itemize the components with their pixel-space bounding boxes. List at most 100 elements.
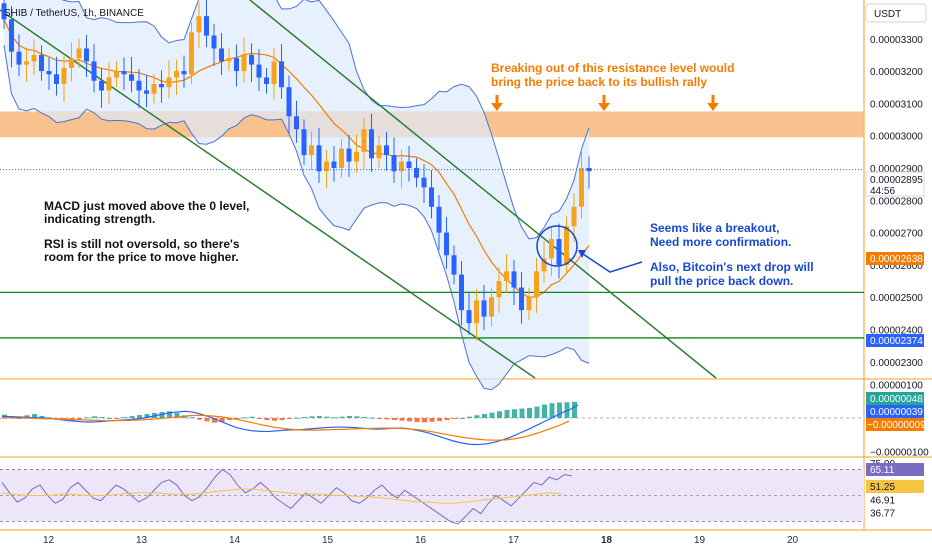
candle-body — [339, 148, 344, 168]
bollinger-upper-line — [61, 0, 590, 240]
candle-body — [226, 58, 232, 62]
candle-body — [309, 145, 314, 156]
candle-body — [541, 258, 547, 272]
candle-body — [69, 58, 74, 68]
candle-body — [571, 206, 577, 227]
price-tick-label: 0.00003100 — [870, 99, 923, 110]
candle-body — [159, 84, 164, 88]
time-tick-label: 12 — [43, 535, 55, 546]
candle-body — [384, 145, 389, 156]
macd-signal-value: −0.00000009 — [867, 420, 926, 431]
rsi-ma-tag: 51.25 — [866, 480, 924, 493]
candle-body — [459, 274, 464, 311]
macd-histogram-bar — [234, 418, 240, 419]
macd-histogram-bar — [294, 417, 300, 419]
time-tick-label: 20 — [787, 535, 799, 546]
macd-histogram-bar — [219, 418, 225, 423]
countdown-value: 44:56 — [870, 186, 895, 197]
breakout-circle — [536, 225, 578, 267]
macd-histogram-bar — [92, 416, 97, 418]
macd-histogram-bar — [429, 418, 435, 422]
macd-signal-line — [2, 414, 570, 441]
macd-histogram-bar — [129, 415, 135, 418]
candle-body — [24, 61, 29, 65]
macd-histogram-bar — [504, 409, 510, 418]
macd-histogram-bar — [204, 418, 210, 422]
candle-body — [369, 129, 374, 159]
candle-body — [174, 71, 179, 78]
macd-histogram-bar — [339, 416, 345, 418]
macd-histogram-bar — [549, 403, 555, 418]
macd-histogram-bar — [197, 418, 202, 420]
macd-histogram-bar — [189, 417, 195, 419]
breakout-annotation-line1: Seems like a breakout, — [650, 221, 779, 235]
macd-histogram-bar — [437, 418, 442, 422]
macd-histogram-bar — [272, 418, 277, 421]
candle-body — [361, 129, 367, 152]
support-price-value: 0.00002374 — [870, 336, 923, 347]
price-tick-label: 0.00003200 — [870, 67, 923, 78]
candle-body — [534, 271, 539, 298]
candle-body — [474, 300, 479, 324]
macd-line-tag: 0.00000039 — [866, 405, 924, 418]
support-price-tag: 0.00002374 — [866, 334, 924, 347]
time-tick-label: 19 — [694, 535, 706, 546]
candle-body — [61, 67, 67, 84]
macd-histogram-bar — [459, 418, 465, 419]
macd-histogram-bar — [84, 417, 90, 419]
macd-histogram-bar — [377, 418, 382, 419]
candle-body — [556, 239, 562, 265]
macd-histogram-bar — [422, 418, 427, 423]
time-tick-label: 17 — [508, 535, 520, 546]
rsi-annotation-line2: room for the price to move higher. — [44, 250, 239, 264]
moving-average-line — [3, 19, 590, 298]
macd-histogram-bar — [324, 416, 330, 418]
macd-histogram-bar — [32, 413, 37, 418]
rsi-ma-value: 51.25 — [870, 482, 895, 493]
rsi-annotation-line1: RSI is still not oversold, so there's — [44, 237, 240, 251]
macd-line — [1, 404, 579, 446]
bollinger-lower-line — [3, 45, 590, 391]
candle-body — [91, 61, 97, 81]
macd-histogram-bar — [369, 417, 375, 419]
candle-body — [564, 226, 569, 265]
macd-histogram-bar — [39, 415, 45, 418]
candle-body — [16, 51, 22, 65]
price-tick-label: 0.00002900 — [870, 164, 923, 175]
candle-body — [316, 145, 322, 172]
time-tick-label: 13 — [136, 535, 148, 546]
candle-body — [399, 161, 404, 172]
candle-body — [151, 84, 157, 94]
macd-tick-label: 0.00000100 — [870, 380, 923, 391]
macd-histogram-bar — [24, 415, 30, 418]
candle-body — [519, 287, 524, 311]
rsi-value-tag: 65.11 — [866, 463, 924, 476]
candle-body — [526, 297, 532, 311]
macd-annotation-line2: indicating strength. — [44, 212, 155, 226]
macd-line-value: 0.00000039 — [870, 407, 923, 418]
candle-body — [511, 271, 517, 288]
candle-body — [114, 71, 119, 78]
macd-histogram-bar — [527, 407, 532, 418]
macd-hist-tag: 0.00000048 — [866, 392, 924, 405]
candle-body — [39, 54, 44, 72]
last-price-value: 0.00002895 — [870, 175, 923, 186]
currency-box[interactable] — [865, 3, 927, 23]
macd-histogram-bar — [497, 411, 502, 418]
candle-body — [121, 71, 127, 75]
macd-histogram-bar — [107, 418, 112, 419]
candle-body — [241, 54, 247, 72]
resistance-annotation-line2: bring the price back to its bullish rall… — [491, 75, 707, 89]
macd-histogram-bar — [99, 416, 105, 418]
rsi-tick-label: 46.91 — [870, 495, 895, 506]
candle-body — [271, 61, 277, 84]
candle-body — [264, 77, 269, 84]
macd-histogram-bar — [302, 416, 307, 418]
candle-body — [136, 80, 142, 91]
macd-histogram-bar — [212, 418, 217, 423]
macd-histogram-bar — [467, 416, 472, 418]
candle-body — [429, 187, 434, 207]
down-arrow-3-head — [707, 103, 719, 111]
candle-body — [286, 87, 292, 117]
time-tick-label: 14 — [229, 535, 241, 546]
